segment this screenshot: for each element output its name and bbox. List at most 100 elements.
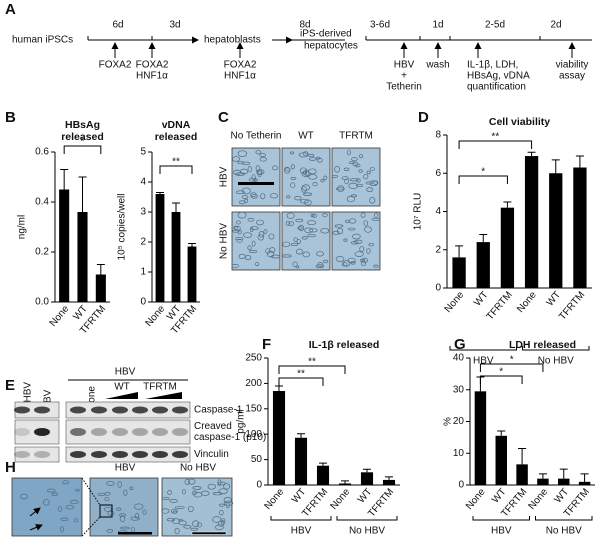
error-bar (341, 480, 349, 484)
error-bar (497, 430, 506, 436)
cell (174, 527, 180, 535)
significance-label: ** (297, 369, 305, 380)
event-label: + (401, 71, 407, 82)
event-label: HNF1α (136, 71, 168, 82)
cell (296, 238, 301, 245)
x-tick-label: None (515, 289, 539, 315)
cell (247, 217, 255, 222)
cell (350, 194, 358, 198)
cell (119, 515, 126, 523)
cell (265, 248, 271, 254)
cell (301, 184, 311, 191)
cell (161, 497, 170, 501)
band (112, 451, 128, 458)
cell (57, 505, 63, 512)
cell (43, 499, 50, 506)
column-label: WT (298, 131, 314, 142)
cell (172, 510, 178, 514)
significance-bracket (278, 365, 346, 374)
band (14, 451, 30, 458)
bar (500, 207, 515, 288)
micrograph (231, 147, 281, 207)
cell (358, 169, 363, 173)
x-tick-label: WT (356, 487, 374, 506)
cell (358, 154, 364, 159)
cell (364, 226, 372, 233)
line (81, 477, 101, 506)
panel-label: B (5, 109, 16, 126)
y-tick-label: 0 (435, 283, 441, 294)
significance-label: ** (172, 157, 180, 168)
y-axis-label: 10⁷ RLU (413, 193, 424, 231)
y-tick-label: 50 (251, 454, 263, 465)
cell (348, 161, 356, 165)
cell (301, 171, 311, 177)
cell (303, 169, 307, 176)
group-bracket (449, 346, 517, 351)
cell (268, 233, 275, 240)
band (152, 451, 168, 458)
cell (290, 177, 297, 180)
panel-label: E (5, 377, 15, 394)
cell (302, 251, 310, 258)
micrograph-label: HBV (115, 463, 136, 474)
cell (354, 251, 364, 257)
timeline-node: hepatoblasts (204, 35, 261, 46)
cell (267, 250, 275, 258)
error-bar (527, 151, 536, 157)
cell (174, 506, 185, 509)
cell (307, 234, 316, 238)
cell (337, 185, 345, 192)
cell (316, 158, 323, 163)
cell (369, 167, 375, 171)
cell (320, 178, 325, 183)
cell (190, 527, 199, 531)
group-label: HBV (473, 356, 494, 367)
cell (322, 213, 328, 218)
blot-row-label: Creaved (194, 421, 232, 432)
cell (196, 522, 202, 528)
cell (371, 217, 381, 221)
group-label: No HBV (349, 526, 385, 537)
panel-label: H (5, 459, 16, 476)
cell (201, 490, 210, 496)
cell (352, 233, 361, 240)
cell (135, 512, 140, 520)
cell (69, 499, 79, 505)
cell (217, 481, 226, 486)
panel-label: C (218, 109, 229, 126)
cell (182, 488, 186, 495)
cell (248, 177, 257, 182)
panel-label: G (454, 336, 466, 353)
cell (242, 161, 251, 165)
cell (299, 167, 307, 174)
blot-strip (14, 446, 60, 463)
bar (382, 479, 396, 485)
cell (366, 170, 371, 175)
cell (20, 493, 28, 500)
cell (75, 488, 80, 492)
significance-label: * (499, 367, 503, 378)
bar (537, 478, 549, 485)
cell (244, 198, 249, 203)
y-tick-label: 0 (256, 480, 262, 491)
cell (282, 241, 291, 248)
duration-label: 2-5d (485, 20, 505, 31)
lane-label: TFRTM (143, 382, 177, 393)
y-tick-label: 30 (453, 384, 465, 395)
cell (142, 509, 147, 515)
cell (251, 240, 256, 247)
cell (251, 174, 256, 181)
cell (308, 157, 317, 161)
column-label: No Tetherin (231, 131, 282, 142)
cell (301, 186, 307, 193)
lane-label: None (87, 386, 98, 410)
group-bracket (336, 516, 398, 521)
y-tick-label: 2 (435, 244, 441, 255)
micrograph (281, 211, 331, 271)
cell (342, 260, 351, 267)
error-bar (479, 233, 488, 243)
duration-label: 3-6d (370, 20, 390, 31)
event-label: viability (556, 60, 589, 71)
cell (306, 220, 317, 226)
